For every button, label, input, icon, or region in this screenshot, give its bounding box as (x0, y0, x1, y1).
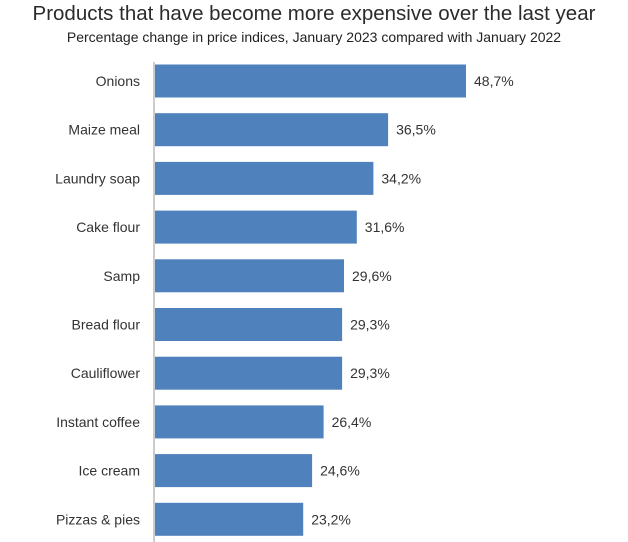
value-label-0: 48,7% (474, 73, 514, 89)
bar-5 (155, 308, 343, 341)
bar-4 (155, 259, 344, 293)
bar-7 (155, 405, 324, 439)
category-label-9: Pizzas & pies (56, 511, 140, 527)
value-label-1: 36,5% (396, 122, 436, 138)
value-label-2: 34,2% (381, 170, 421, 186)
value-label-3: 31,6% (365, 219, 405, 235)
value-label-8: 24,6% (320, 463, 360, 479)
value-label-9: 23,2% (311, 511, 351, 527)
category-label-7: Instant coffee (56, 414, 140, 430)
value-label-6: 29,3% (350, 365, 390, 381)
value-label-7: 26,4% (332, 414, 372, 430)
bar-3 (155, 210, 357, 244)
bar-9 (155, 502, 304, 536)
category-label-6: Cauliflower (71, 365, 141, 381)
category-label-0: Onions (96, 73, 140, 89)
category-label-2: Laundry soap (55, 170, 140, 186)
chart-title: Products that have become more expensive… (32, 2, 596, 25)
value-label-5: 29,3% (350, 317, 390, 333)
category-label-5: Bread flour (72, 317, 141, 333)
category-label-4: Samp (103, 268, 140, 284)
category-label-1: Maize meal (68, 122, 140, 138)
bar-6 (155, 356, 343, 390)
value-label-4: 29,6% (352, 268, 392, 284)
bar-0 (155, 64, 466, 98)
category-label-8: Ice cream (79, 463, 140, 479)
bar-1 (155, 113, 389, 147)
chart-subtitle: Percentage change in price indices, Janu… (66, 29, 562, 45)
bar-8 (155, 454, 313, 488)
bar-2 (155, 161, 374, 195)
category-label-3: Cake flour (76, 219, 140, 235)
